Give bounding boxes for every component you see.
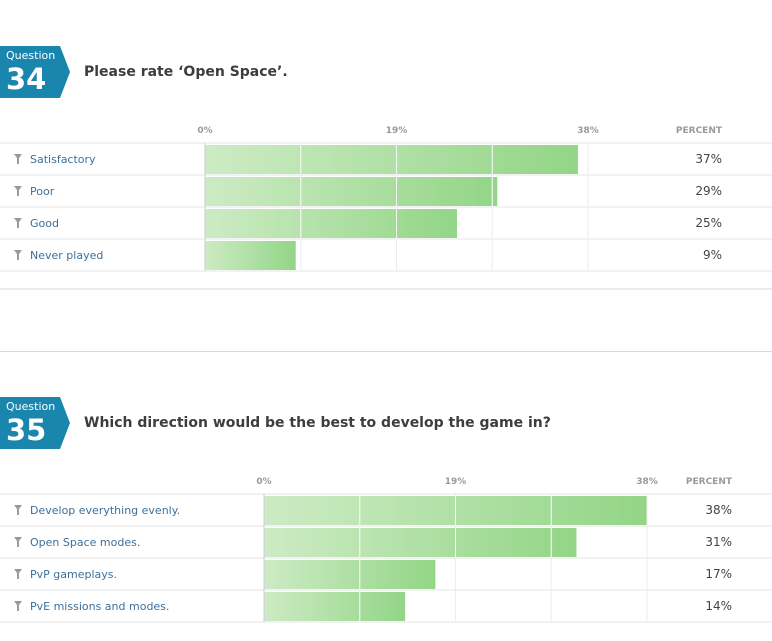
bar <box>264 560 436 589</box>
section-divider <box>0 351 772 352</box>
filter-icon[interactable] <box>14 505 22 515</box>
question-block-35: 0% 19% 38% PERCENT Develop everything evenly… <box>0 351 772 641</box>
category-label[interactable]: Open Space modes. <box>30 536 140 549</box>
filter-icon[interactable] <box>14 218 22 228</box>
question-label: Question <box>6 400 56 413</box>
filter-icon[interactable] <box>14 537 22 547</box>
category-label[interactable]: PvP gameplays. <box>30 568 117 581</box>
filter-icon[interactable] <box>14 250 22 260</box>
value-label: 14% <box>705 599 732 613</box>
value-label: 9% <box>703 248 722 262</box>
tick-label: 38% <box>577 126 599 136</box>
value-label: 29% <box>695 184 722 198</box>
category-label[interactable]: Satisfactory <box>30 153 96 166</box>
bar <box>205 145 578 174</box>
bar <box>205 241 296 270</box>
filter-icon[interactable] <box>14 186 22 196</box>
question-label: Question <box>6 49 56 62</box>
tick-label: 0% <box>197 126 212 136</box>
value-label: 17% <box>705 567 732 581</box>
value-header: PERCENT <box>676 126 723 136</box>
question-badge: Question 35 <box>0 397 70 449</box>
question-number: 34 <box>6 62 47 96</box>
question-number: 35 <box>6 413 47 447</box>
question-title: Which direction would be the best to dev… <box>84 415 551 431</box>
value-label: 38% <box>705 503 732 517</box>
value-label: 31% <box>705 535 732 549</box>
category-label[interactable]: PvE missions and modes. <box>30 600 169 613</box>
value-label: 37% <box>695 152 722 166</box>
tick-label: 19% <box>445 477 467 487</box>
bar <box>205 209 457 238</box>
tick-label: 19% <box>386 126 408 136</box>
bar <box>264 528 577 557</box>
bar <box>205 177 498 206</box>
question-title: Please rate ‘Open Space’. <box>84 64 288 80</box>
filter-icon[interactable] <box>14 569 22 579</box>
chart-q34: 0% 19% 38% PERCENT Satisfactory 37% Poor 29% Goo… <box>0 126 772 290</box>
tick-label: 0% <box>256 477 271 487</box>
filter-icon[interactable] <box>14 601 22 611</box>
question-block-34: 0% 19% 38% PERCENT Satisfactory 37% Poor 29% Goo… <box>0 0 772 300</box>
category-label[interactable]: Develop everything evenly. <box>30 504 180 517</box>
bar <box>264 592 406 621</box>
category-label[interactable]: Never played <box>30 249 103 262</box>
tick-label: 38% <box>636 477 658 487</box>
badge-shape <box>0 397 70 449</box>
category-label[interactable]: Poor <box>30 185 55 198</box>
value-label: 25% <box>695 216 722 230</box>
value-header: PERCENT <box>686 477 733 487</box>
filter-icon[interactable] <box>14 154 22 164</box>
chart-q35: 0% 19% 38% PERCENT Develop everything evenly… <box>0 477 772 623</box>
badge-shape <box>0 46 70 98</box>
question-badge: Question 34 <box>0 46 70 98</box>
category-label[interactable]: Good <box>30 217 59 230</box>
